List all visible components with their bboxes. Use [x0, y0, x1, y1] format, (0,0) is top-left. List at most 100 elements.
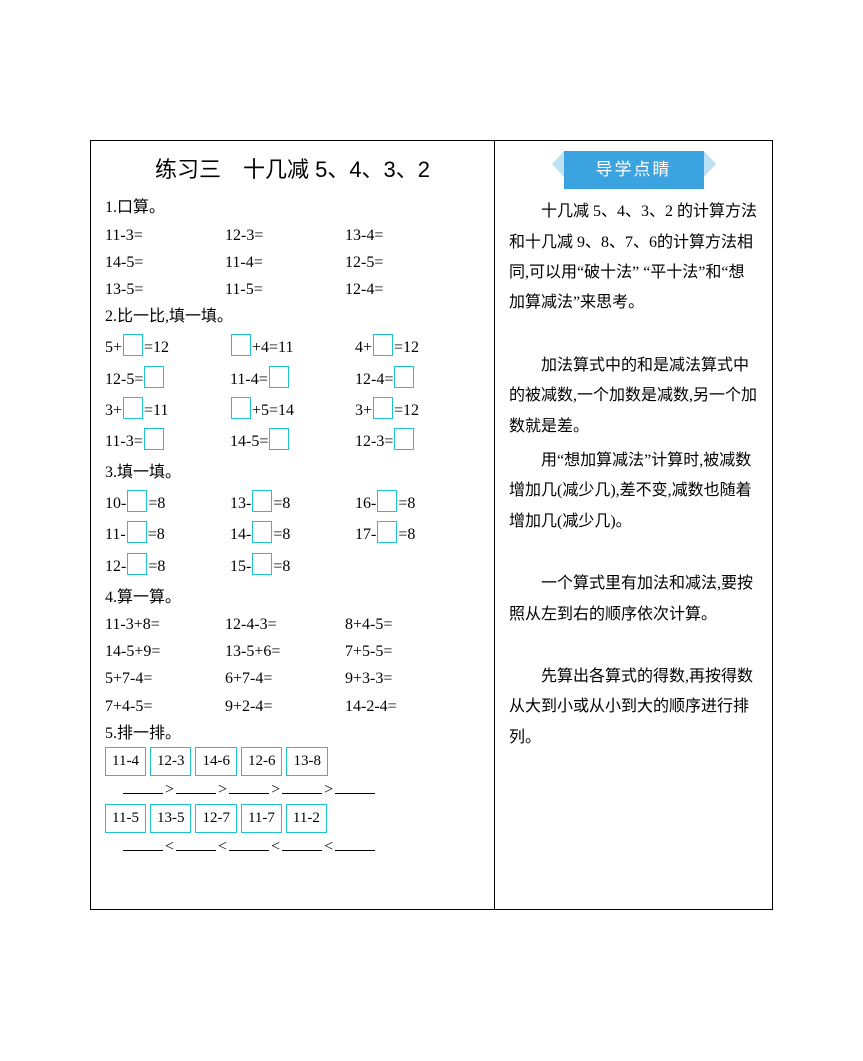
- box-item: 5+=12: [105, 334, 230, 361]
- box-item: 17-=8: [355, 521, 480, 548]
- compare-symbol: >: [218, 781, 227, 798]
- content-frame: 练习三 十几减 5、4、3、2 1.口算。 11-3=12-3=13-4=14-…: [90, 140, 773, 910]
- calc-row: 11-3=12-3=13-4=: [105, 222, 480, 249]
- compare-symbol: >: [165, 781, 174, 798]
- calc-item: 11-4=: [225, 249, 345, 276]
- box-post: =8: [273, 558, 290, 575]
- box-item: 11-=8: [105, 521, 230, 548]
- answer-box[interactable]: [373, 397, 393, 419]
- answer-box[interactable]: [377, 521, 397, 543]
- calc-item: 13-5=: [105, 276, 225, 303]
- calc-item: 12-4=: [345, 276, 465, 303]
- answer-box[interactable]: [127, 521, 147, 543]
- box-pre: 12-3=: [355, 433, 393, 450]
- box-row: 10-=813-=816-=8: [105, 490, 480, 517]
- box-pre: 4+: [355, 339, 372, 356]
- answer-blank[interactable]: [176, 777, 216, 794]
- box-pre: 11-: [105, 526, 126, 543]
- expr-card: 11-2: [286, 804, 327, 834]
- answer-blank[interactable]: [229, 834, 269, 851]
- answer-box[interactable]: [123, 334, 143, 356]
- section5-cards1: 11-412-314-612-613-8: [105, 747, 480, 777]
- answer-box[interactable]: [252, 553, 272, 575]
- answer-box[interactable]: [394, 366, 414, 388]
- answer-box[interactable]: [252, 490, 272, 512]
- answer-box[interactable]: [231, 397, 251, 419]
- box-post: =12: [394, 402, 419, 419]
- calc-item: 14-2-4=: [345, 693, 465, 720]
- box-item: 11-3=: [105, 428, 230, 455]
- answer-box[interactable]: [144, 428, 164, 450]
- answer-blank[interactable]: [176, 834, 216, 851]
- answer-blank[interactable]: [123, 834, 163, 851]
- box-pre: 10-: [105, 495, 126, 512]
- box-pre: 17-: [355, 526, 376, 543]
- box-pre: 12-5=: [105, 371, 143, 388]
- expr-card: 13-8: [286, 747, 328, 777]
- answer-box[interactable]: [373, 334, 393, 356]
- guide-header-text: 导学点睛: [564, 151, 704, 189]
- box-post: =12: [144, 339, 169, 356]
- answer-box[interactable]: [127, 490, 147, 512]
- box-post: =8: [148, 495, 165, 512]
- answer-blank[interactable]: [123, 777, 163, 794]
- answer-box[interactable]: [127, 553, 147, 575]
- answer-box[interactable]: [252, 521, 272, 543]
- guide-p2: 加法算式中的和是减法算式中的被减数,一个加数是减数,另一个加数就是差。: [509, 351, 758, 442]
- calc-row: 7+4-5=9+2-4=14-2-4=: [105, 693, 480, 720]
- expr-card: 12-3: [150, 747, 192, 777]
- compare-symbol: <: [165, 838, 174, 855]
- box-item: 3+=11: [105, 397, 230, 424]
- answer-box[interactable]: [123, 397, 143, 419]
- box-post: +4=11: [252, 339, 293, 356]
- box-pre: 15-: [230, 558, 251, 575]
- answer-box[interactable]: [377, 490, 397, 512]
- box-item: 12-4=: [355, 366, 480, 393]
- calc-item: 13-5+6=: [225, 638, 345, 665]
- answer-blank[interactable]: [229, 777, 269, 794]
- calc-item: 12-4-3=: [225, 611, 345, 638]
- answer-blank[interactable]: [282, 777, 322, 794]
- guide-p1: 十几减 5、4、3、2 的计算方法和十几减 9、8、7、6的计算方法相同,可以用…: [509, 197, 758, 319]
- answer-blank[interactable]: [335, 777, 375, 794]
- guide-panel: 导学点睛 十几减 5、4、3、2 的计算方法和十几减 9、8、7、6的计算方法相…: [495, 141, 772, 909]
- calc-item: 6+7-4=: [225, 665, 345, 692]
- box-row: 3+=11+5=143+=12: [105, 397, 480, 424]
- answer-box[interactable]: [231, 334, 251, 356]
- calc-item: 9+3-3=: [345, 665, 465, 692]
- calc-item: 13-4=: [345, 222, 465, 249]
- section2-rows: 5+=12+4=114+=1212-5=11-4=12-4=3+=11+5=14…: [105, 334, 480, 455]
- guide-spacer2: [509, 541, 758, 569]
- answer-blank[interactable]: [282, 834, 322, 851]
- answer-box[interactable]: [269, 366, 289, 388]
- box-pre: 11-4=: [230, 371, 268, 388]
- box-item: 4+ =12: [355, 334, 480, 361]
- box-item: 11-4=: [230, 366, 355, 393]
- calc-item: 11-5=: [225, 276, 345, 303]
- calc-item: 8+4-5=: [345, 611, 465, 638]
- box-item: 12-3=: [355, 428, 480, 455]
- box-row: 11-3=14-5=12-3=: [105, 428, 480, 455]
- box-item: 14-5=: [230, 428, 355, 455]
- section3-label: 3.填一填。: [105, 459, 480, 486]
- answer-box[interactable]: [269, 428, 289, 450]
- page-title: 练习三 十几减 5、4、3、2: [105, 151, 480, 188]
- expr-card: 12-6: [241, 747, 283, 777]
- box-post: =8: [273, 495, 290, 512]
- compare-symbol: <: [271, 838, 280, 855]
- box-item: 12-=8: [105, 553, 230, 580]
- answer-box[interactable]: [394, 428, 414, 450]
- page: 练习三 十几减 5、4、3、2 1.口算。 11-3=12-3=13-4=14-…: [0, 0, 863, 1061]
- box-row: 11-=814-=817-=8: [105, 521, 480, 548]
- guide-p5: 先算出各算式的得数,再按得数从大到小或从小到大的顺序进行排列。: [509, 662, 758, 753]
- section3-rows: 10-=813-=816-=811-=814-=817-=812-=815-=8: [105, 490, 480, 580]
- calc-item: 12-3=: [225, 222, 345, 249]
- box-post: =12: [394, 339, 419, 356]
- box-pre: 3+: [105, 402, 122, 419]
- answer-box[interactable]: [144, 366, 164, 388]
- answer-blank[interactable]: [335, 834, 375, 851]
- guide-spacer3: [509, 634, 758, 662]
- box-item: 10- =8: [105, 490, 230, 517]
- expr-card: 11-5: [105, 804, 146, 834]
- expr-card: 12-7: [195, 804, 237, 834]
